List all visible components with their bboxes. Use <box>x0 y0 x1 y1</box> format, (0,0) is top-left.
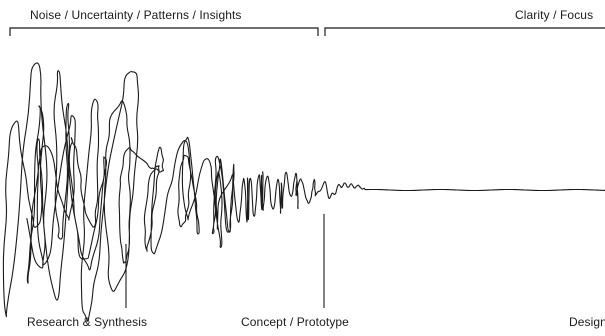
research-synthesis-label: Research & Synthesis <box>27 315 148 329</box>
concept-prototype-label: Concept / Prototype <box>241 315 349 329</box>
design-label: Design <box>569 315 605 329</box>
noise-bracket <box>9 27 319 36</box>
noise-phase-label: Noise / Uncertainty / Patterns / Insight… <box>30 8 242 22</box>
squiggle-line <box>2 62 605 322</box>
clarity-bracket <box>324 27 605 36</box>
clarity-phase-label: Clarity / Focus <box>515 8 594 22</box>
